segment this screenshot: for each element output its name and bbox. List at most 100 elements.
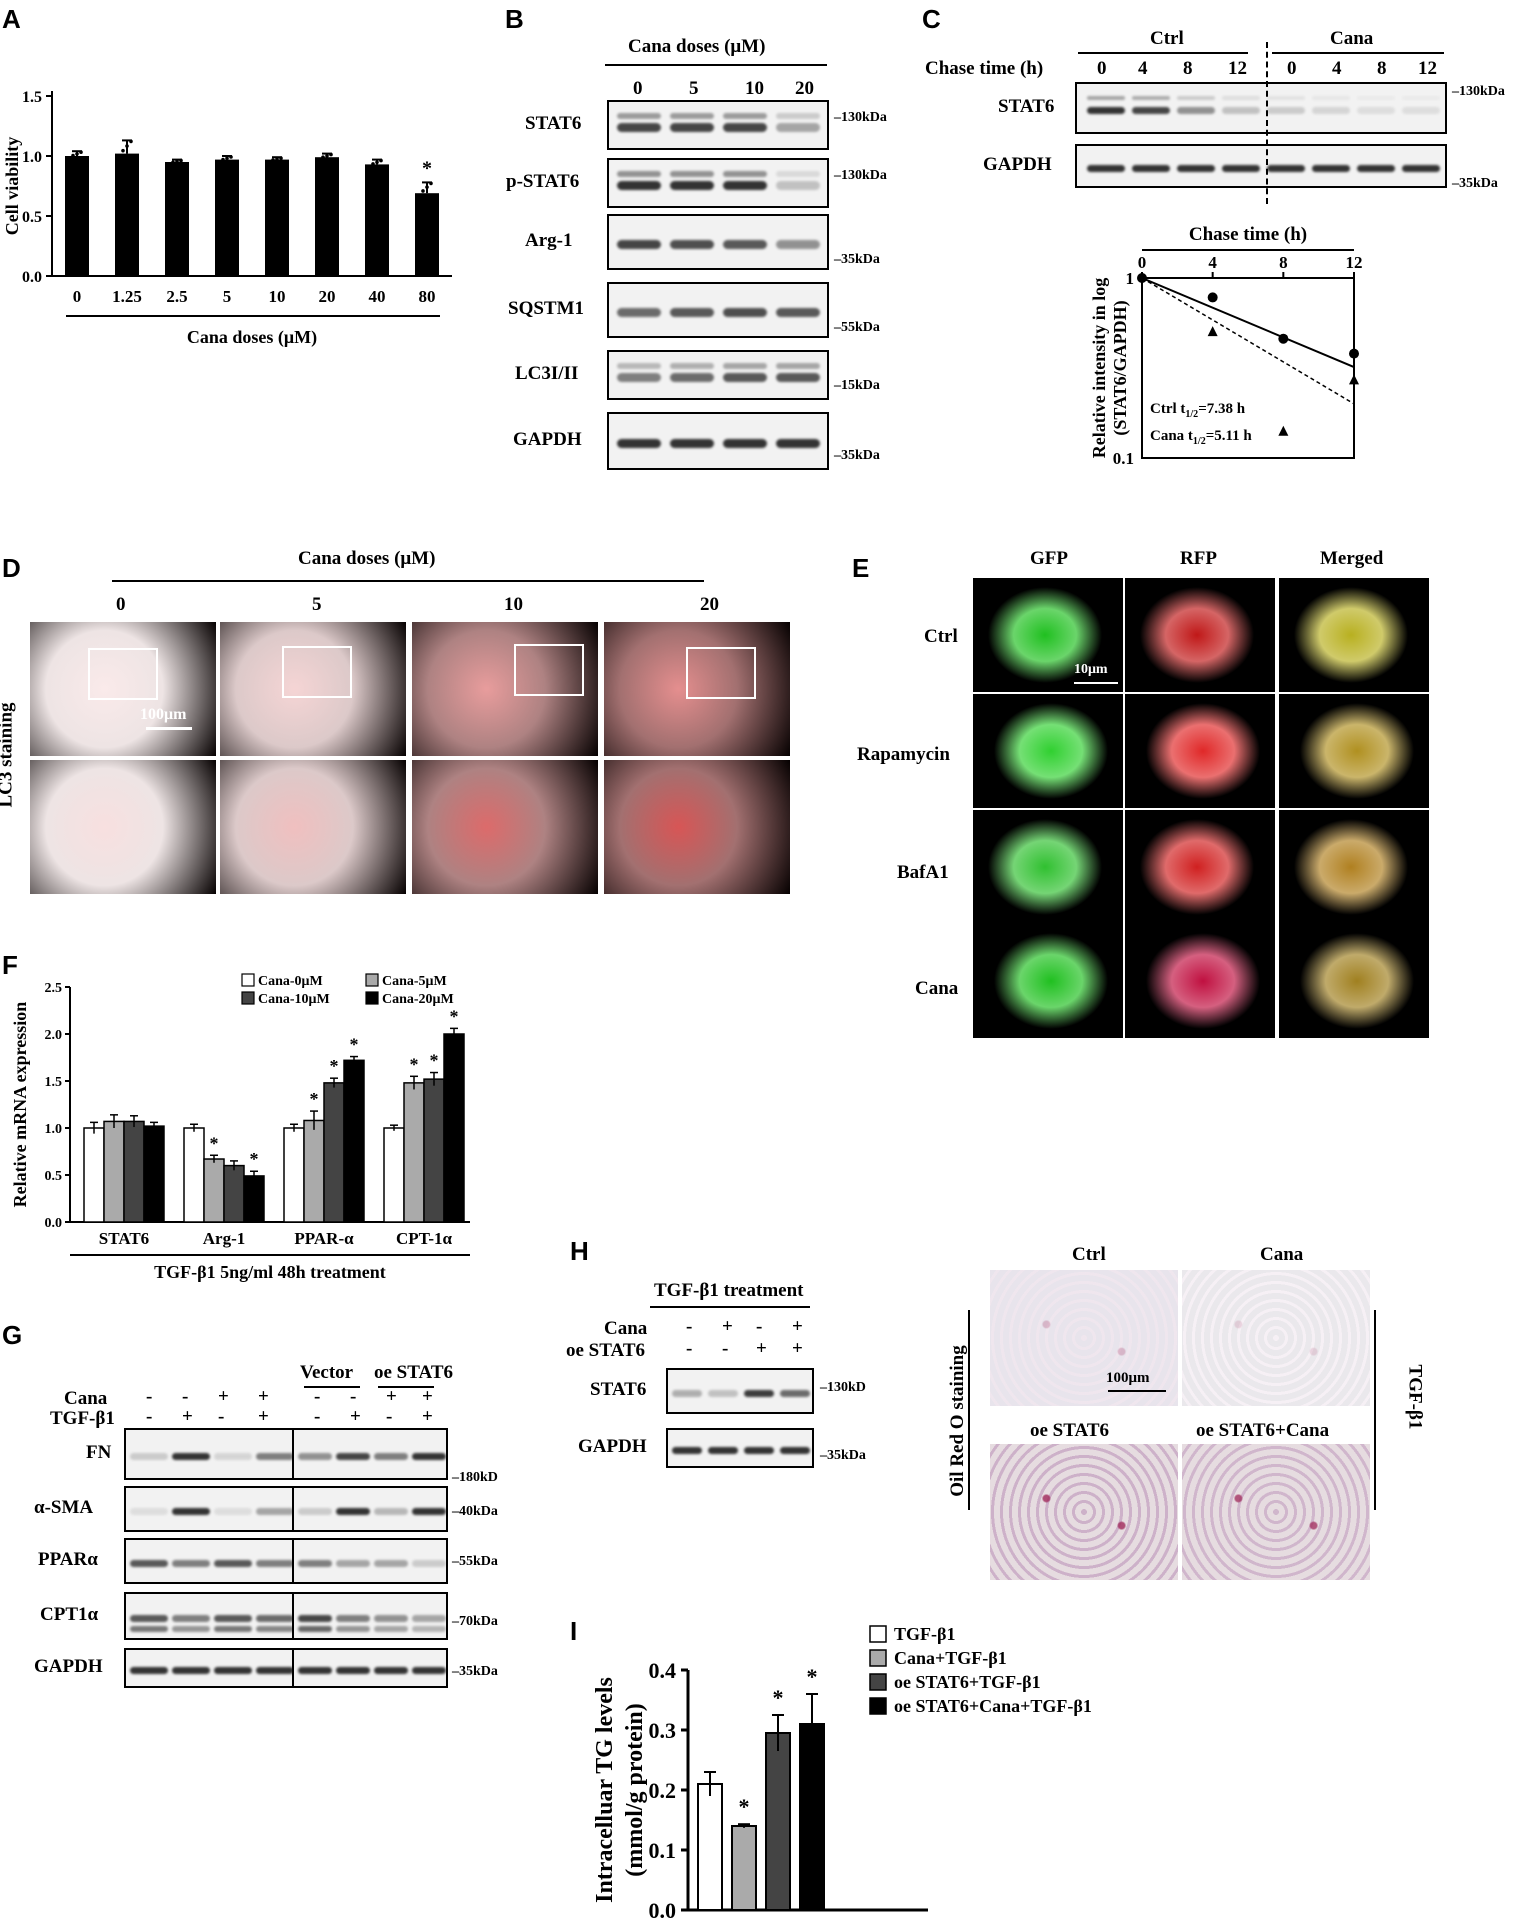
f-bar: [283, 1127, 305, 1223]
panel-label-b: B: [505, 4, 524, 34]
a-dot: [375, 160, 379, 165]
g-band: [214, 1508, 252, 1515]
f-ytick-label: 2.0: [45, 1028, 63, 1043]
d-image: [30, 622, 216, 756]
c-ctrl-point: [1207, 292, 1218, 303]
g-blot: [292, 1538, 448, 1584]
f-bar: [403, 1082, 425, 1223]
g-band: [374, 1508, 408, 1515]
b-mw: –55kDa: [834, 320, 880, 335]
h-sign: -: [722, 1338, 729, 1359]
g-right-sign: +: [422, 1406, 433, 1427]
g-band: [336, 1560, 370, 1567]
c-band: [1132, 107, 1170, 114]
g-band: [412, 1453, 446, 1460]
chart-i: 0.0 0.1 0.2 0.3 0.4 * * * Intracelluar TG levels…: [592, 1624, 1092, 1923]
g-band: [130, 1453, 168, 1460]
g-right-sign: -: [314, 1406, 321, 1427]
d-zoom-box: [514, 644, 584, 696]
e-scale-label: 10μm: [1074, 662, 1108, 677]
i-legend-swatch: [869, 1697, 887, 1715]
g-band-lower: [214, 1626, 252, 1632]
f-bar: [103, 1120, 125, 1223]
g-blot: [292, 1648, 448, 1688]
i-legend-label: TGF-β1: [894, 1624, 955, 1644]
b-band: [776, 373, 820, 382]
g-right-sign: -: [350, 1386, 357, 1407]
g-band-lower: [336, 1626, 370, 1632]
panel-label-c: C: [922, 4, 941, 34]
g-mw: –35kDa: [452, 1664, 498, 1679]
g-band-lower: [256, 1626, 294, 1632]
c-divider: [1266, 42, 1268, 204]
g-band: [412, 1667, 446, 1674]
c-band: [1357, 107, 1395, 114]
c-xtick-label: 12: [1346, 253, 1363, 272]
i-bar: [697, 1783, 723, 1911]
f-ytick-label: 0.5: [45, 1169, 63, 1184]
h-sign: +: [756, 1338, 767, 1359]
b-band-upper: [723, 171, 767, 177]
f-xtick-label: STAT6: [99, 1229, 149, 1248]
b-band: [776, 123, 820, 132]
g-band: [412, 1560, 446, 1567]
h-blot: [666, 1368, 814, 1414]
b-title: Cana doses (μM): [628, 36, 766, 57]
g-band-lower: [374, 1626, 408, 1632]
b-blot: [607, 282, 829, 338]
h-bottom-oestat6cana: oe STAT6+Cana: [1196, 1420, 1330, 1441]
g-band: [256, 1667, 294, 1674]
f-xtick-label: PPAR-α: [294, 1229, 354, 1248]
c-band: [1312, 165, 1350, 172]
b-band: [617, 439, 661, 448]
g-blot: [292, 1486, 448, 1532]
c-lane-label: 0: [1097, 58, 1107, 79]
c-blot: [1075, 82, 1447, 134]
a-ytick-label: 1.0: [22, 149, 42, 166]
b-band: [670, 181, 714, 190]
g-blot: [124, 1486, 300, 1532]
b-band-upper: [776, 363, 820, 369]
h-blot: [666, 1428, 814, 1468]
h-band: [744, 1390, 774, 1397]
b-band: [723, 181, 767, 190]
b-row-label: SQSTM1: [508, 298, 585, 319]
a-dot: [121, 148, 125, 153]
b-blot: [607, 158, 829, 208]
h-row-oestat6: oe STAT6: [566, 1340, 645, 1361]
g-band: [336, 1667, 370, 1674]
h-oilred-image: [990, 1270, 1178, 1406]
c-xtick-label: 0: [1138, 253, 1147, 272]
e-image: [1279, 578, 1429, 692]
c-mw: –35kDa: [1452, 176, 1498, 191]
c-cana-line: [1272, 52, 1444, 54]
panel-label-i: I: [570, 1616, 578, 1646]
c-group-cana: Cana: [1330, 28, 1374, 49]
a-dot: [125, 144, 129, 148]
g-band: [256, 1615, 294, 1622]
d-title-line: [112, 580, 704, 582]
d-dose-label: 5: [312, 594, 322, 615]
d-scale-label: 100μm: [140, 706, 187, 723]
c-cana-half: Cana t1/2=5.11 h: [1150, 428, 1252, 447]
f-xlabel: TGF-β1 5ng/ml 48h treatment: [154, 1262, 386, 1282]
f-ylabel: Relative mRNA expression: [10, 1002, 30, 1208]
b-band: [776, 181, 820, 190]
g-band: [256, 1508, 294, 1515]
c-ctrl-point: [1137, 273, 1147, 283]
d-ylabel: LC3 staining: [0, 702, 17, 808]
f-ytick-label: 0.0: [45, 1216, 63, 1231]
d-image: [220, 760, 406, 894]
b-lane-label: 0: [633, 78, 643, 99]
h-sign: -: [756, 1316, 763, 1337]
c-band: [1267, 165, 1305, 172]
e-col-label: GFP: [1030, 548, 1068, 569]
h-row-label: GAPDH: [578, 1436, 647, 1457]
a-dot: [129, 139, 133, 144]
b-band-upper: [776, 171, 820, 177]
g-band: [336, 1508, 370, 1515]
b-band-upper: [670, 171, 714, 177]
c-lane-label: 4: [1138, 58, 1148, 79]
f-bar: [243, 1175, 265, 1223]
c-band: [1087, 107, 1125, 114]
